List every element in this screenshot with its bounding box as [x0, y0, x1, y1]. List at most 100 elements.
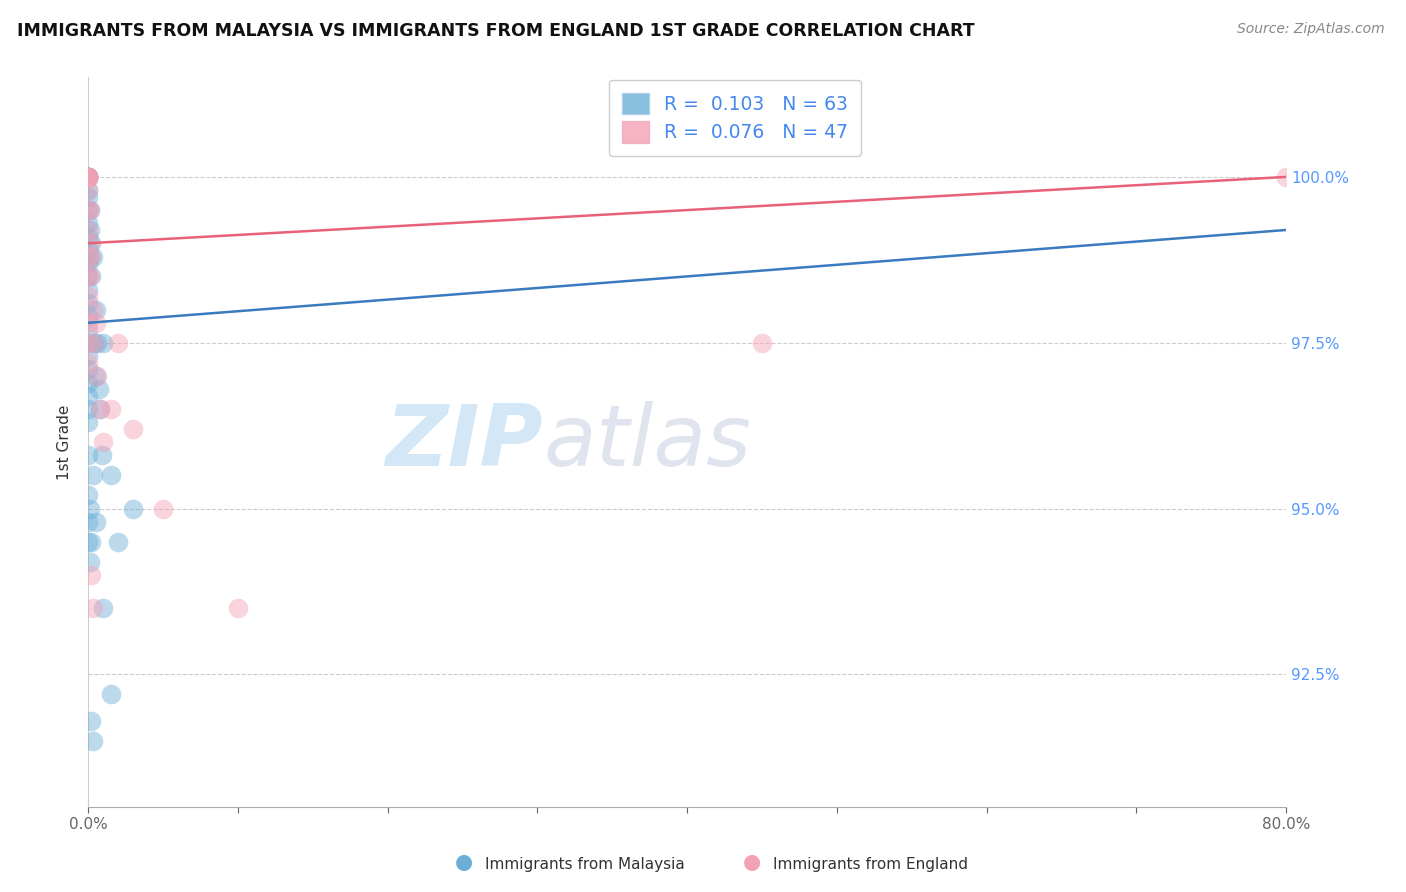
- Point: [77, 322, 100, 336]
- Point: [83, 335, 105, 350]
- Point: [84, 515, 107, 529]
- Point: [77, 269, 100, 284]
- Point: [84, 368, 107, 383]
- Point: [77, 488, 100, 502]
- Point: [122, 501, 145, 516]
- Point: [77, 169, 100, 184]
- Point: [82, 468, 104, 483]
- Point: [77, 283, 100, 297]
- Point: [77, 449, 100, 463]
- Text: Immigrants from Malaysia: Immigrants from Malaysia: [485, 857, 685, 872]
- Point: [82, 250, 104, 264]
- Point: [90, 449, 112, 463]
- Text: ZIP: ZIP: [385, 401, 543, 483]
- Point: [77, 203, 100, 218]
- Point: [80, 250, 103, 264]
- Point: [77, 316, 100, 330]
- Point: [77, 415, 100, 429]
- Point: [77, 356, 100, 370]
- Point: [77, 243, 100, 257]
- Point: [89, 402, 111, 417]
- Text: Immigrants from England: Immigrants from England: [773, 857, 969, 872]
- Point: [100, 402, 122, 417]
- Point: [77, 335, 100, 350]
- Point: [83, 335, 105, 350]
- Point: [77, 309, 100, 323]
- Point: [79, 236, 101, 251]
- Point: [77, 169, 100, 184]
- Point: [87, 382, 110, 396]
- Point: [100, 687, 122, 701]
- Point: [91, 435, 114, 450]
- Point: [77, 223, 100, 237]
- Point: [77, 256, 100, 270]
- Point: [751, 335, 773, 350]
- Point: [77, 169, 100, 184]
- Text: ●: ●: [744, 853, 761, 872]
- Point: [77, 250, 100, 264]
- Point: [77, 402, 100, 417]
- Point: [77, 534, 100, 549]
- Point: [107, 335, 129, 350]
- Legend: R =  0.103   N = 63, R =  0.076   N = 47: R = 0.103 N = 63, R = 0.076 N = 47: [609, 79, 860, 155]
- Point: [100, 468, 122, 483]
- Point: [107, 534, 129, 549]
- Point: [84, 302, 107, 317]
- Point: [79, 203, 101, 218]
- Point: [77, 190, 100, 204]
- Y-axis label: 1st Grade: 1st Grade: [58, 405, 72, 480]
- Point: [77, 169, 100, 184]
- Point: [77, 515, 100, 529]
- Point: [82, 733, 104, 747]
- Text: IMMIGRANTS FROM MALAYSIA VS IMMIGRANTS FROM ENGLAND 1ST GRADE CORRELATION CHART: IMMIGRANTS FROM MALAYSIA VS IMMIGRANTS F…: [17, 22, 974, 40]
- Point: [77, 169, 100, 184]
- Point: [80, 567, 103, 582]
- Point: [152, 501, 174, 516]
- Point: [77, 169, 100, 184]
- Point: [82, 601, 104, 615]
- Point: [91, 601, 114, 615]
- Point: [77, 203, 100, 218]
- Point: [77, 169, 100, 184]
- Point: [77, 296, 100, 310]
- Point: [86, 368, 108, 383]
- Point: [1275, 169, 1298, 184]
- Point: [77, 216, 100, 230]
- Point: [79, 223, 101, 237]
- Point: [79, 501, 101, 516]
- Point: [77, 169, 100, 184]
- Point: [77, 349, 100, 363]
- Point: [77, 229, 100, 244]
- Point: [77, 169, 100, 184]
- Point: [77, 335, 100, 350]
- Point: [80, 534, 103, 549]
- Point: [77, 169, 100, 184]
- Point: [79, 555, 101, 569]
- Text: ●: ●: [456, 853, 472, 872]
- Point: [91, 335, 114, 350]
- Point: [79, 269, 101, 284]
- Point: [77, 183, 100, 197]
- Point: [77, 289, 100, 303]
- Point: [77, 169, 100, 184]
- Point: [80, 269, 103, 284]
- Point: [77, 269, 100, 284]
- Point: [89, 402, 111, 417]
- Point: [80, 236, 103, 251]
- Point: [226, 601, 249, 615]
- Point: [79, 203, 101, 218]
- Text: Source: ZipAtlas.com: Source: ZipAtlas.com: [1237, 22, 1385, 37]
- Point: [80, 714, 103, 728]
- Point: [86, 335, 108, 350]
- Point: [77, 389, 100, 403]
- Point: [77, 376, 100, 390]
- Point: [79, 250, 101, 264]
- Point: [77, 169, 100, 184]
- Point: [77, 183, 100, 197]
- Point: [77, 169, 100, 184]
- Point: [122, 422, 145, 436]
- Point: [77, 362, 100, 376]
- Point: [82, 302, 104, 317]
- Point: [77, 169, 100, 184]
- Point: [84, 316, 107, 330]
